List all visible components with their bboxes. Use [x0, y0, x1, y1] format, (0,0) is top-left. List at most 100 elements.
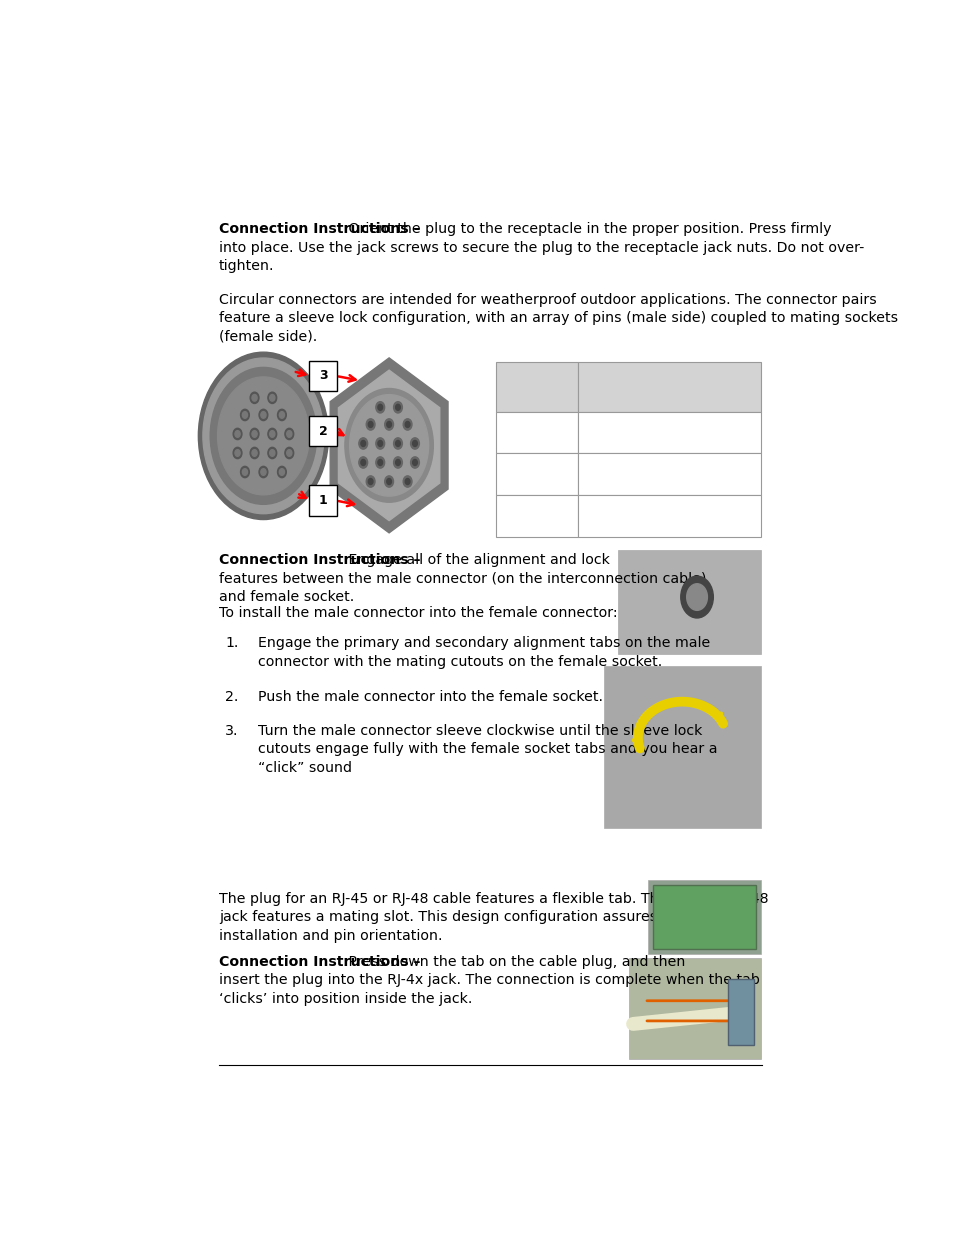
Text: Turn the male connector sleeve clockwise until the sleeve lock: Turn the male connector sleeve clockwise…: [257, 724, 701, 737]
Text: 3: 3: [318, 369, 327, 383]
Circle shape: [279, 411, 284, 419]
Bar: [496, 495, 577, 537]
Circle shape: [405, 421, 410, 427]
Circle shape: [252, 431, 257, 437]
Circle shape: [395, 404, 400, 410]
Bar: [603, 667, 760, 829]
Text: 1: 1: [318, 494, 327, 508]
Text: Engage the primary and secondary alignment tabs on the male: Engage the primary and secondary alignme…: [257, 636, 709, 650]
FancyBboxPatch shape: [309, 485, 337, 516]
Polygon shape: [330, 358, 448, 532]
Circle shape: [260, 411, 266, 419]
Text: 2: 2: [318, 425, 327, 437]
Bar: [496, 411, 577, 453]
Circle shape: [413, 441, 416, 447]
Circle shape: [240, 409, 249, 421]
Circle shape: [270, 450, 274, 456]
Text: Connection Instructions –: Connection Instructions –: [219, 553, 420, 567]
Text: installation and pin orientation.: installation and pin orientation.: [219, 929, 442, 944]
Circle shape: [377, 441, 382, 447]
Circle shape: [233, 447, 242, 458]
Circle shape: [242, 411, 247, 419]
Bar: [647, 881, 760, 953]
Text: tighten.: tighten.: [219, 259, 274, 273]
Text: To install the male connector into the female connector:: To install the male connector into the f…: [219, 605, 617, 620]
Circle shape: [375, 457, 384, 468]
Text: 1.: 1.: [225, 636, 238, 650]
Circle shape: [366, 475, 375, 487]
Circle shape: [403, 419, 412, 430]
Circle shape: [250, 393, 258, 404]
Circle shape: [375, 438, 384, 450]
Circle shape: [252, 450, 257, 456]
Circle shape: [217, 377, 309, 495]
Circle shape: [358, 438, 367, 450]
Bar: [496, 453, 577, 495]
Circle shape: [234, 431, 240, 437]
FancyBboxPatch shape: [309, 416, 337, 446]
Bar: [577, 362, 760, 411]
Circle shape: [250, 429, 258, 440]
Text: into place. Use the jack screws to secure the plug to the receptacle jack nuts. : into place. Use the jack screws to secur…: [219, 241, 863, 254]
Circle shape: [287, 431, 292, 437]
Circle shape: [287, 450, 292, 456]
Circle shape: [259, 409, 268, 421]
Circle shape: [410, 457, 419, 468]
Text: connector with the mating cutouts on the female socket.: connector with the mating cutouts on the…: [257, 655, 661, 668]
Text: Circular connectors are intended for weatherproof outdoor applications. The conn: Circular connectors are intended for wea…: [219, 293, 876, 306]
Circle shape: [386, 478, 391, 484]
Text: Orient the plug to the receptacle in the proper position. Press firmly: Orient the plug to the receptacle in the…: [344, 222, 831, 236]
Circle shape: [233, 429, 242, 440]
Text: features between the male connector (on the interconnection cable): features between the male connector (on …: [219, 572, 706, 585]
Circle shape: [277, 467, 286, 478]
Circle shape: [377, 459, 382, 466]
Circle shape: [279, 468, 284, 475]
Circle shape: [260, 468, 266, 475]
Circle shape: [240, 467, 249, 478]
Circle shape: [368, 478, 373, 484]
Circle shape: [210, 367, 316, 504]
Text: Connection Instructions –: Connection Instructions –: [219, 222, 420, 236]
Circle shape: [250, 447, 258, 458]
Circle shape: [270, 431, 274, 437]
Text: ‘clicks’ into position inside the jack.: ‘clicks’ into position inside the jack.: [219, 992, 472, 1005]
Bar: [577, 411, 760, 453]
Text: Push the male connector into the female socket.: Push the male connector into the female …: [257, 690, 602, 704]
Circle shape: [405, 478, 410, 484]
Text: jack features a mating slot. This design configuration assures proper: jack features a mating slot. This design…: [219, 910, 708, 924]
Polygon shape: [338, 370, 439, 521]
Circle shape: [395, 441, 400, 447]
Circle shape: [395, 459, 400, 466]
Text: insert the plug into the RJ-4x jack. The connection is complete when the tab: insert the plug into the RJ-4x jack. The…: [219, 973, 760, 987]
Bar: [629, 958, 760, 1060]
Circle shape: [234, 450, 240, 456]
Circle shape: [242, 468, 247, 475]
Circle shape: [384, 419, 393, 430]
Text: “click” sound: “click” sound: [257, 761, 351, 774]
Circle shape: [386, 421, 391, 427]
Text: 3.: 3.: [225, 724, 238, 737]
Circle shape: [413, 459, 416, 466]
Text: and female socket.: and female socket.: [219, 590, 354, 604]
Circle shape: [403, 475, 412, 487]
Circle shape: [268, 393, 276, 404]
Bar: [618, 550, 760, 655]
Circle shape: [270, 394, 274, 401]
Circle shape: [366, 419, 375, 430]
Text: Press down the tab on the cable plug, and then: Press down the tab on the cable plug, an…: [344, 955, 685, 968]
Bar: [653, 885, 755, 948]
Text: (female side).: (female side).: [219, 330, 317, 343]
Text: The plug for an RJ-45 or RJ-48 cable features a flexible tab. The RJ-45 or RJ-48: The plug for an RJ-45 or RJ-48 cable fea…: [219, 892, 768, 905]
Circle shape: [252, 394, 257, 401]
Circle shape: [198, 352, 328, 520]
Bar: [577, 495, 760, 537]
Circle shape: [268, 447, 276, 458]
FancyBboxPatch shape: [309, 361, 337, 391]
Circle shape: [285, 429, 294, 440]
Circle shape: [394, 401, 402, 412]
Bar: [727, 979, 753, 1045]
Circle shape: [375, 401, 384, 412]
Text: Engage all of the alignment and lock: Engage all of the alignment and lock: [344, 553, 610, 567]
Circle shape: [410, 438, 419, 450]
Circle shape: [345, 389, 433, 503]
